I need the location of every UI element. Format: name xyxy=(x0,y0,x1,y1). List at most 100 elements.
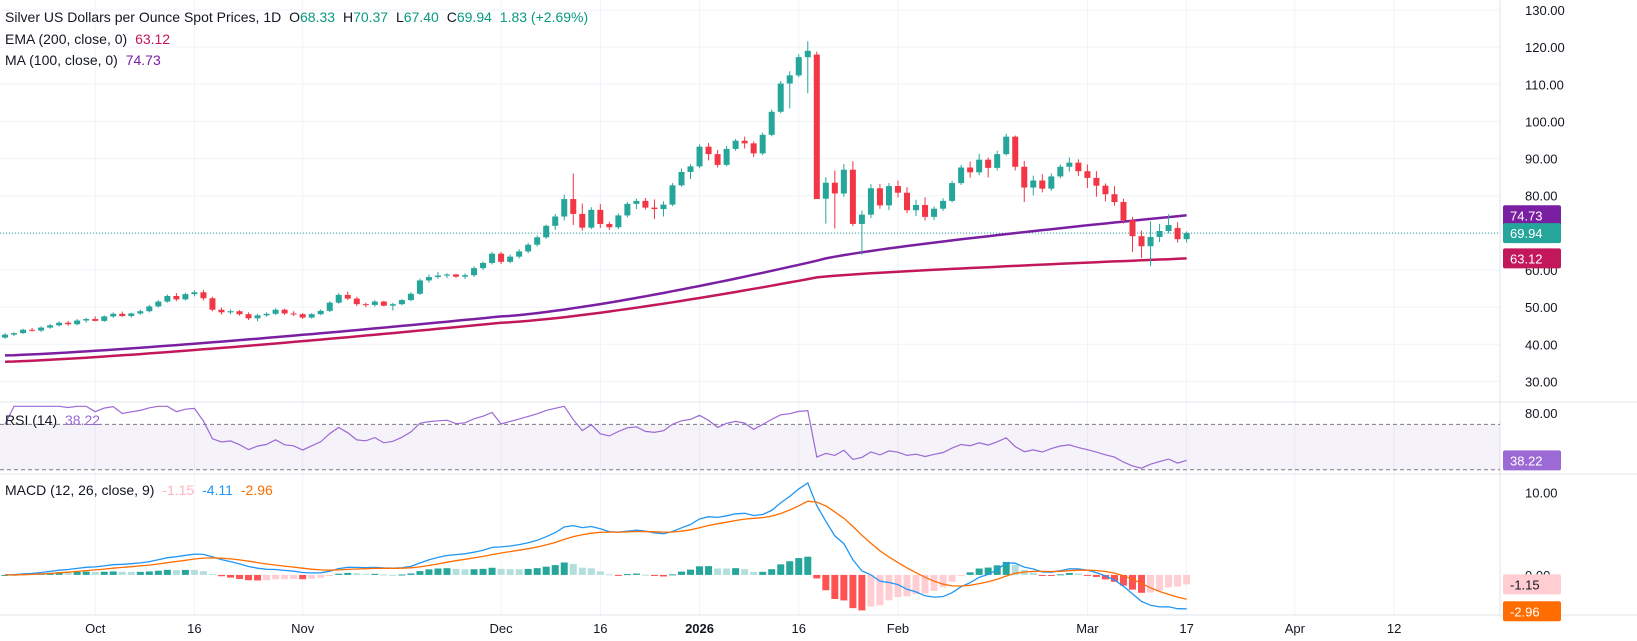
rsi-pane xyxy=(0,405,1500,471)
macd-histogram-bar xyxy=(605,574,613,576)
time-axis[interactable]: Oct 16 Nov Dec 16 2026 16 Feb Mar 17 Apr 12 xyxy=(85,621,1401,636)
candle-body xyxy=(967,167,974,173)
candle-body xyxy=(714,154,721,165)
candle-body xyxy=(885,186,892,206)
macd-histogram-bar xyxy=(1092,574,1100,577)
ma-price-tag-bg xyxy=(1503,205,1561,226)
macd-histogram-bar xyxy=(434,568,442,575)
candle-body xyxy=(588,209,595,228)
rsi-price-tag: 38.22 xyxy=(1510,453,1543,468)
candle-body xyxy=(994,154,1001,168)
candle-body xyxy=(922,205,929,217)
signal-line xyxy=(5,500,1187,600)
legend-macd[interactable]: MACD (12, 26, close, 9) -1.15 -4.11 -2.9… xyxy=(5,482,277,498)
price-tick-label: 50.00 xyxy=(1525,300,1558,315)
candle-body xyxy=(579,213,586,228)
candle-body xyxy=(20,329,27,334)
macd-histogram-bar xyxy=(714,568,722,575)
macd-signal-value: -2.96 xyxy=(240,482,273,498)
ema-value: 63.12 xyxy=(135,31,171,47)
macd-histogram-bar xyxy=(957,574,965,576)
macd-histogram-bar xyxy=(217,574,225,577)
macd-tick-label: 10.00 xyxy=(1525,485,1558,500)
macd-histogram-bar xyxy=(100,571,108,575)
price-candles xyxy=(2,41,1190,339)
candle-body xyxy=(831,182,838,194)
macd-histogram-bar xyxy=(1147,574,1155,593)
candle-body xyxy=(453,274,459,277)
price-axis[interactable]: 130.00120.00110.00100.0090.0080.0070.006… xyxy=(1525,3,1565,583)
time-tick-label: 12 xyxy=(1387,621,1401,636)
macd-histogram-bar xyxy=(912,574,920,595)
candle-body xyxy=(2,334,8,338)
candle-body xyxy=(137,311,144,314)
candle-body xyxy=(128,313,135,317)
candle-body xyxy=(985,159,992,168)
macd-histogram-bar xyxy=(109,571,117,575)
macd-histogram-bar xyxy=(750,572,758,575)
macd-histogram-bar xyxy=(488,567,496,575)
candle-body xyxy=(606,223,613,228)
ma-price-tag: 74.73 xyxy=(1510,208,1543,223)
last-price-tag: 69.94 xyxy=(1510,226,1543,241)
candle-body xyxy=(290,313,297,315)
legend-ema[interactable]: EMA (200, close, 0) 63.12 xyxy=(5,31,174,47)
candle-body xyxy=(101,316,108,321)
macd-histogram-bar xyxy=(966,572,974,575)
candle-body xyxy=(200,292,207,299)
ema-price-tag-bg xyxy=(1503,248,1561,269)
time-tick-label: Feb xyxy=(887,621,909,636)
candle-body xyxy=(47,325,54,328)
candle-body xyxy=(1048,176,1055,189)
macd-histogram-bar xyxy=(1110,574,1118,582)
legend-main[interactable]: Silver US Dollars per Ounce Spot Prices,… xyxy=(5,9,592,25)
candle-body xyxy=(74,320,81,325)
macd-histogram-bar xyxy=(398,574,406,576)
macd-histogram-bar xyxy=(641,574,649,576)
ohlc-high: H70.37 xyxy=(342,9,389,25)
candle-body xyxy=(858,214,865,224)
macd-histogram-bar xyxy=(181,569,189,575)
macd-histogram-bar xyxy=(533,568,541,575)
candle-body xyxy=(949,183,956,201)
candle-body xyxy=(416,280,423,294)
price-tick-label: 90.00 xyxy=(1525,152,1558,167)
macd-histogram-bar xyxy=(1183,574,1191,585)
price-tick-label: 80.00 xyxy=(1525,189,1558,204)
macd-histogram-bar xyxy=(650,574,658,576)
price-tick-label: 110.00 xyxy=(1525,77,1564,92)
candle-body xyxy=(597,209,604,224)
macd-histogram-bar xyxy=(903,574,911,597)
macd-signal-tag: -2.96 xyxy=(1510,604,1540,619)
macd-histogram-bar xyxy=(245,574,253,581)
ohlc-open: O68.33 xyxy=(289,9,336,25)
candle-body xyxy=(489,253,496,263)
macd-histogram-bar xyxy=(614,574,622,576)
macd-hist-tag-bg xyxy=(1503,574,1561,595)
candle-body xyxy=(398,300,405,305)
macd-histogram-bar xyxy=(596,571,604,575)
macd-histogram-bar xyxy=(786,561,794,575)
macd-histogram-bar xyxy=(524,568,532,575)
legend-rsi[interactable]: RSI (14) 38.22 xyxy=(5,412,104,428)
candle-body xyxy=(1165,225,1172,231)
macd-histogram-bar xyxy=(1056,574,1064,576)
candle-body xyxy=(1075,162,1082,172)
pane-separators xyxy=(0,0,1637,616)
macd-histogram-bar xyxy=(551,565,559,575)
candle-body xyxy=(570,199,577,214)
macd-histogram-bar xyxy=(344,572,352,575)
macd-histogram-bar xyxy=(380,574,388,576)
candle-body xyxy=(696,146,703,167)
macd-pane xyxy=(1,482,1191,611)
legend-ma[interactable]: MA (100, close, 0) 74.73 xyxy=(5,52,165,68)
macd-histogram-bar xyxy=(73,571,81,575)
candle-body xyxy=(281,309,288,314)
candle-body xyxy=(263,313,270,316)
macd-histogram-bar xyxy=(569,563,577,575)
macd-histogram-bar xyxy=(263,574,271,581)
time-tick-label: Oct xyxy=(85,621,106,636)
price-tick-label: 120.00 xyxy=(1525,40,1565,55)
candle-body xyxy=(471,268,478,276)
